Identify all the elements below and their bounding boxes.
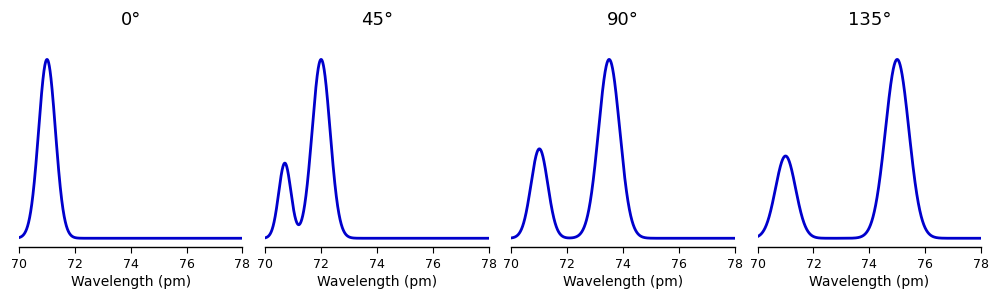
Title: 45°: 45° (361, 11, 393, 29)
X-axis label: Wavelength (pm): Wavelength (pm) (317, 275, 437, 289)
X-axis label: Wavelength (pm): Wavelength (pm) (809, 275, 929, 289)
X-axis label: Wavelength (pm): Wavelength (pm) (71, 275, 191, 289)
Title: 135°: 135° (848, 11, 891, 29)
X-axis label: Wavelength (pm): Wavelength (pm) (563, 275, 683, 289)
Title: 90°: 90° (607, 11, 639, 29)
Title: 0°: 0° (121, 11, 141, 29)
